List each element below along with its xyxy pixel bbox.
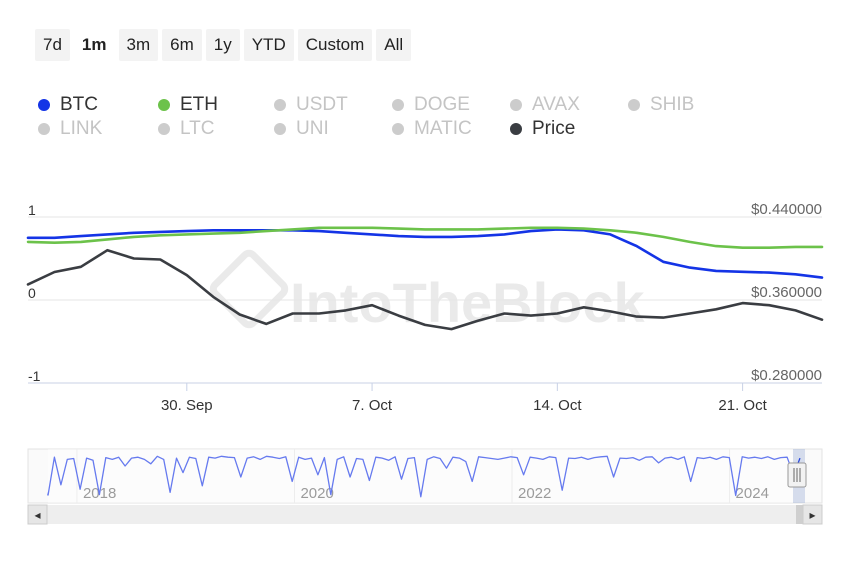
range-button-3m[interactable]: 3m bbox=[118, 29, 159, 61]
legend-item-doge[interactable]: DOGE bbox=[392, 94, 470, 116]
handle-box bbox=[787, 462, 807, 488]
watermark: IntoTheBlock bbox=[209, 249, 646, 334]
legend-item-usdt[interactable]: USDT bbox=[274, 94, 348, 116]
legend-item-ltc[interactable]: LTC bbox=[158, 118, 214, 140]
legend-label: USDT bbox=[296, 94, 348, 115]
legend-item-matic[interactable]: MATIC bbox=[392, 118, 472, 140]
navigator-handle bbox=[787, 462, 807, 488]
scrollbar-thumb bbox=[796, 505, 803, 524]
legend-dot-icon bbox=[392, 123, 404, 135]
legend-dot-icon bbox=[38, 99, 50, 111]
range-selector: 7d 1m 3m 6m 1y YTD Custom All bbox=[35, 29, 412, 61]
legend-label: LTC bbox=[180, 118, 215, 139]
legend-dot-icon bbox=[38, 123, 50, 135]
navigator-panel bbox=[27, 448, 823, 504]
range-button-6m[interactable]: 6m bbox=[162, 29, 202, 61]
legend-dot-icon bbox=[628, 99, 640, 111]
navigator-selection bbox=[793, 449, 805, 503]
legend-label: UNI bbox=[296, 118, 329, 139]
right-axis-tick: $0.440000 bbox=[751, 201, 822, 218]
legend-item-avax[interactable]: AVAX bbox=[510, 94, 580, 116]
range-button-ytd[interactable]: YTD bbox=[243, 29, 294, 61]
legend-dot-icon bbox=[274, 99, 286, 111]
legend-label: AVAX bbox=[532, 94, 580, 115]
navigator-year-label: 2018 bbox=[83, 485, 116, 502]
series-line-eth bbox=[26, 226, 824, 249]
scrollbar-track bbox=[28, 505, 822, 524]
x-axis-tick: 7. Oct bbox=[352, 397, 393, 414]
navigator-year-label: 2020 bbox=[300, 485, 333, 502]
navigator-year-label: 2022 bbox=[518, 485, 551, 502]
legend-dot-icon bbox=[274, 123, 286, 135]
legend-label: BTC bbox=[60, 94, 98, 115]
x-axis-tick: 30. Sep bbox=[161, 397, 213, 414]
legend-item-link[interactable]: LINK bbox=[38, 118, 102, 140]
scroll-right-arrow-icon: ▸ bbox=[809, 508, 815, 522]
range-button-7d[interactable]: 7d bbox=[35, 29, 70, 61]
legend-item-eth[interactable]: ETH bbox=[158, 94, 218, 116]
right-axis-tick: $0.360000 bbox=[751, 284, 822, 301]
watermark-logo-icon bbox=[209, 249, 289, 329]
left-axis-tick: 0 bbox=[28, 285, 36, 301]
legend-dot-icon bbox=[392, 99, 404, 111]
legend-item-shib[interactable]: SHIB bbox=[628, 94, 694, 116]
range-button-custom[interactable]: Custom bbox=[297, 29, 373, 61]
range-button-1y[interactable]: 1y bbox=[205, 29, 240, 61]
legend-label: LINK bbox=[60, 118, 103, 139]
legend-label: SHIB bbox=[650, 94, 695, 115]
scrollbar-right-button bbox=[802, 504, 823, 525]
series-line-btc bbox=[26, 228, 824, 279]
right-axis-tick: $0.280000 bbox=[751, 367, 822, 384]
navigator-year-label: 2024 bbox=[736, 485, 769, 502]
watermark-text: IntoTheBlock bbox=[290, 271, 646, 334]
left-axis-tick: -1 bbox=[28, 368, 41, 384]
scroll-left-arrow-icon: ◂ bbox=[34, 508, 40, 522]
x-axis-tick: 14. Oct bbox=[533, 397, 582, 414]
navigator-mask bbox=[48, 449, 793, 503]
legend-dot-icon bbox=[510, 123, 522, 135]
range-button-all[interactable]: All bbox=[376, 29, 412, 61]
legend-label: MATIC bbox=[414, 118, 472, 139]
legend-label: ETH bbox=[180, 94, 218, 115]
x-axis-tick: 21. Oct bbox=[718, 397, 767, 414]
navigator-series-line bbox=[47, 455, 801, 498]
left-axis-tick: 1 bbox=[28, 202, 36, 218]
legend-item-btc[interactable]: BTC bbox=[38, 94, 98, 116]
legend-label: Price bbox=[532, 118, 576, 139]
legend-item-price[interactable]: Price bbox=[510, 118, 575, 140]
legend-dot-icon bbox=[510, 99, 522, 111]
legend-dot-icon bbox=[158, 99, 170, 111]
legend-item-uni[interactable]: UNI bbox=[274, 118, 329, 140]
series-line-price bbox=[26, 248, 824, 331]
scrollbar-left-button bbox=[27, 504, 48, 525]
range-button-1m[interactable]: 1m bbox=[73, 29, 115, 61]
legend-label: DOGE bbox=[414, 94, 470, 115]
legend-dot-icon bbox=[158, 123, 170, 135]
